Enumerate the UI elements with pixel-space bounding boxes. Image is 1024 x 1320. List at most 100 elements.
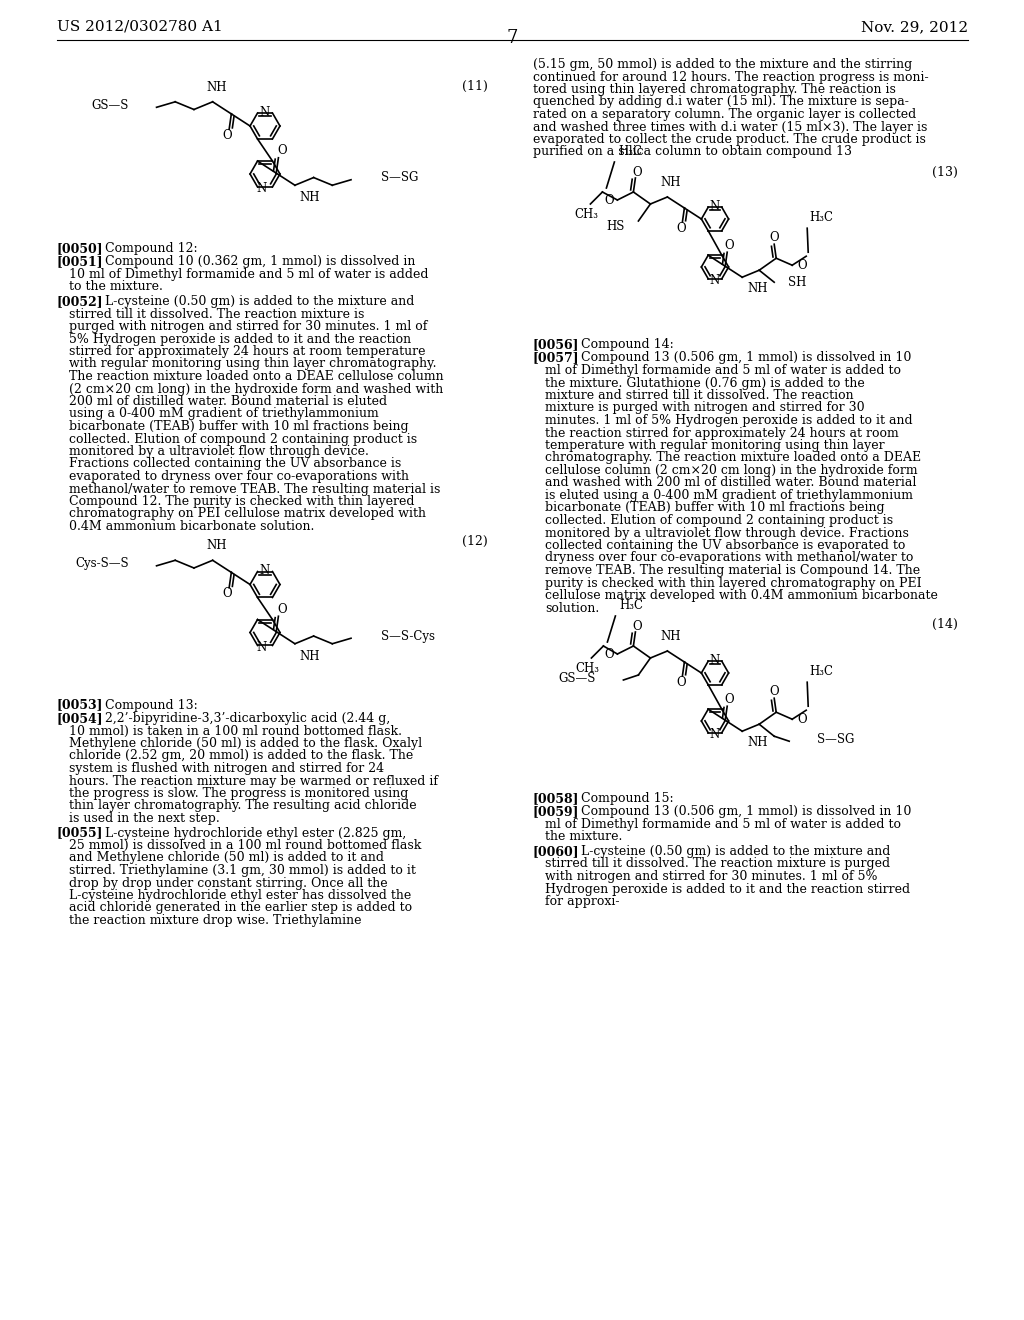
Text: N: N bbox=[259, 564, 269, 577]
Text: evaporated to collect the crude product. The crude product is: evaporated to collect the crude product.… bbox=[534, 133, 926, 147]
Text: Fractions collected containing the UV absorbance is: Fractions collected containing the UV ab… bbox=[69, 458, 401, 470]
Text: O: O bbox=[798, 713, 807, 726]
Text: mixture is purged with nitrogen and stirred for 30: mixture is purged with nitrogen and stir… bbox=[545, 401, 864, 414]
Text: ml of Dimethyl formamide and 5 ml of water is added to: ml of Dimethyl formamide and 5 ml of wat… bbox=[545, 364, 901, 378]
Text: solution.: solution. bbox=[545, 602, 599, 615]
Text: S—S-Cys: S—S-Cys bbox=[381, 630, 435, 643]
Text: Compound 14:: Compound 14: bbox=[581, 338, 674, 351]
Text: L-cysteine (0.50 gm) is added to the mixture and: L-cysteine (0.50 gm) is added to the mix… bbox=[581, 845, 891, 858]
Text: continued for around 12 hours. The reaction progress is moni-: continued for around 12 hours. The react… bbox=[534, 70, 929, 83]
Text: 25 mmol) is dissolved in a 100 ml round bottomed flask: 25 mmol) is dissolved in a 100 ml round … bbox=[69, 840, 421, 851]
Text: the progress is slow. The progress is monitored using: the progress is slow. The progress is mo… bbox=[69, 787, 409, 800]
Text: SH: SH bbox=[788, 276, 807, 289]
Text: US 2012/0302780 A1: US 2012/0302780 A1 bbox=[57, 20, 223, 34]
Text: [0053]: [0053] bbox=[57, 698, 103, 711]
Text: the mixture.: the mixture. bbox=[545, 830, 623, 843]
Text: Compound 13:: Compound 13: bbox=[105, 698, 198, 711]
Text: O: O bbox=[633, 619, 642, 632]
Text: collected. Elution of compound 2 containing product is: collected. Elution of compound 2 contain… bbox=[69, 433, 417, 446]
Text: bicarbonate (TEAB) buffer with 10 ml fractions being: bicarbonate (TEAB) buffer with 10 ml fra… bbox=[69, 420, 409, 433]
Text: monitored by a ultraviolet flow through device.: monitored by a ultraviolet flow through … bbox=[69, 445, 369, 458]
Text: O: O bbox=[633, 165, 642, 178]
Text: Nov. 29, 2012: Nov. 29, 2012 bbox=[861, 20, 968, 34]
Text: stirred for approximately 24 hours at room temperature: stirred for approximately 24 hours at ro… bbox=[69, 345, 426, 358]
Text: (5.15 gm, 50 mmol) is added to the mixture and the stirring: (5.15 gm, 50 mmol) is added to the mixtu… bbox=[534, 58, 912, 71]
Text: NH: NH bbox=[748, 282, 768, 296]
Text: L-cysteine hydrochloride ethyl ester has dissolved the: L-cysteine hydrochloride ethyl ester has… bbox=[69, 888, 412, 902]
Text: rated on a separatory column. The organic layer is collected: rated on a separatory column. The organi… bbox=[534, 108, 916, 121]
Text: methanol/water to remove TEAB. The resulting material is: methanol/water to remove TEAB. The resul… bbox=[69, 483, 440, 495]
Text: purified on a silica column to obtain compound 13: purified on a silica column to obtain co… bbox=[534, 145, 852, 158]
Text: [0057]: [0057] bbox=[534, 351, 580, 364]
Text: [0059]: [0059] bbox=[534, 805, 580, 818]
Text: O: O bbox=[677, 222, 686, 235]
Text: (13): (13) bbox=[932, 166, 957, 180]
Text: stirred till it dissolved. The reaction mixture is: stirred till it dissolved. The reaction … bbox=[69, 308, 365, 321]
Text: the reaction stirred for approximately 24 hours at room: the reaction stirred for approximately 2… bbox=[545, 426, 899, 440]
Text: NH: NH bbox=[299, 649, 319, 663]
Text: Hydrogen peroxide is added to it and the reaction stirred: Hydrogen peroxide is added to it and the… bbox=[545, 883, 910, 895]
Text: Cys-S—S: Cys-S—S bbox=[75, 557, 129, 570]
Text: O: O bbox=[222, 587, 232, 601]
Text: NH: NH bbox=[299, 191, 319, 205]
Text: and washed three times with d.i water (15 ml×3). The layer is: and washed three times with d.i water (1… bbox=[534, 120, 928, 133]
Text: GS—S: GS—S bbox=[91, 99, 129, 112]
Text: Compound 10 (0.362 gm, 1 mmol) is dissolved in: Compound 10 (0.362 gm, 1 mmol) is dissol… bbox=[105, 256, 416, 268]
Text: HS: HS bbox=[606, 219, 625, 232]
Text: (14): (14) bbox=[932, 618, 957, 631]
Text: O: O bbox=[724, 239, 734, 252]
Text: 200 ml of distilled water. Bound material is eluted: 200 ml of distilled water. Bound materia… bbox=[69, 395, 387, 408]
Text: O: O bbox=[724, 693, 734, 706]
Text: CH₃: CH₃ bbox=[574, 209, 598, 220]
Text: H₃C: H₃C bbox=[809, 211, 834, 224]
Text: S—SG: S—SG bbox=[381, 172, 419, 185]
Text: and Methylene chloride (50 ml) is added to it and: and Methylene chloride (50 ml) is added … bbox=[69, 851, 384, 865]
Text: O: O bbox=[798, 259, 807, 272]
Text: N: N bbox=[256, 642, 266, 653]
Text: stirred. Triethylamine (3.1 gm, 30 mmol) is added to it: stirred. Triethylamine (3.1 gm, 30 mmol)… bbox=[69, 865, 416, 876]
Text: collected. Elution of compound 2 containing product is: collected. Elution of compound 2 contain… bbox=[545, 513, 893, 527]
Text: collected containing the UV absorbance is evaporated to: collected containing the UV absorbance i… bbox=[545, 539, 905, 552]
Text: ml of Dimethyl formamide and 5 ml of water is added to: ml of Dimethyl formamide and 5 ml of wat… bbox=[545, 818, 901, 832]
Text: CH₃: CH₃ bbox=[575, 663, 599, 675]
Text: O: O bbox=[769, 231, 779, 244]
Text: The reaction mixture loaded onto a DEAE cellulose column: The reaction mixture loaded onto a DEAE … bbox=[69, 370, 443, 383]
Text: 10 mmol) is taken in a 100 ml round bottomed flask.: 10 mmol) is taken in a 100 ml round bott… bbox=[69, 725, 402, 738]
Text: [0060]: [0060] bbox=[534, 845, 580, 858]
Text: is eluted using a 0-400 mM gradient of triethylammonium: is eluted using a 0-400 mM gradient of t… bbox=[545, 488, 913, 502]
Text: cellulose matrix developed with 0.4M ammonium bicarbonate: cellulose matrix developed with 0.4M amm… bbox=[545, 589, 938, 602]
Text: (11): (11) bbox=[462, 81, 487, 92]
Text: chloride (2.52 gm, 20 mmol) is added to the flask. The: chloride (2.52 gm, 20 mmol) is added to … bbox=[69, 750, 414, 763]
Text: 0.4M ammonium bicarbonate solution.: 0.4M ammonium bicarbonate solution. bbox=[69, 520, 314, 533]
Text: NH: NH bbox=[207, 540, 227, 552]
Text: using a 0-400 mM gradient of triethylammonium: using a 0-400 mM gradient of triethylamm… bbox=[69, 408, 379, 421]
Text: O: O bbox=[769, 685, 779, 698]
Text: NH: NH bbox=[660, 176, 681, 189]
Text: N: N bbox=[256, 182, 266, 195]
Text: [0055]: [0055] bbox=[57, 826, 103, 840]
Text: to the mixture.: to the mixture. bbox=[69, 281, 163, 293]
Text: L-cysteine (0.50 gm) is added to the mixture and: L-cysteine (0.50 gm) is added to the mix… bbox=[105, 294, 415, 308]
Text: O: O bbox=[278, 603, 288, 615]
Text: Compound 13 (0.506 gm, 1 mmol) is dissolved in 10: Compound 13 (0.506 gm, 1 mmol) is dissol… bbox=[581, 351, 911, 364]
Text: [0058]: [0058] bbox=[534, 792, 580, 805]
Text: [0054]: [0054] bbox=[57, 711, 103, 725]
Text: H₃C: H₃C bbox=[620, 599, 643, 612]
Text: [0050]: [0050] bbox=[57, 242, 103, 255]
Text: acid chloride generated in the earlier step is added to: acid chloride generated in the earlier s… bbox=[69, 902, 412, 915]
Text: purged with nitrogen and stirred for 30 minutes. 1 ml of: purged with nitrogen and stirred for 30 … bbox=[69, 319, 427, 333]
Text: Compound 12. The purity is checked with thin layered: Compound 12. The purity is checked with … bbox=[69, 495, 415, 508]
Text: for approxi-: for approxi- bbox=[545, 895, 620, 908]
Text: cellulose column (2 cm×20 cm long) in the hydroxide form: cellulose column (2 cm×20 cm long) in th… bbox=[545, 465, 918, 477]
Text: GS—S: GS—S bbox=[558, 672, 595, 685]
Text: thin layer chromatography. The resulting acid chloride: thin layer chromatography. The resulting… bbox=[69, 800, 417, 813]
Text: Methylene chloride (50 ml) is added to the flask. Oxalyl: Methylene chloride (50 ml) is added to t… bbox=[69, 737, 422, 750]
Text: N: N bbox=[709, 199, 719, 213]
Text: drop by drop under constant stirring. Once all the: drop by drop under constant stirring. On… bbox=[69, 876, 388, 890]
Text: stirred till it dissolved. The reaction mixture is purged: stirred till it dissolved. The reaction … bbox=[545, 858, 890, 870]
Text: H₃C: H₃C bbox=[809, 665, 834, 678]
Text: minutes. 1 ml of 5% Hydrogen peroxide is added to it and: minutes. 1 ml of 5% Hydrogen peroxide is… bbox=[545, 414, 912, 426]
Text: H₃C: H₃C bbox=[618, 145, 642, 158]
Text: purity is checked with thin layered chromatography on PEI: purity is checked with thin layered chro… bbox=[545, 577, 922, 590]
Text: N: N bbox=[709, 653, 719, 667]
